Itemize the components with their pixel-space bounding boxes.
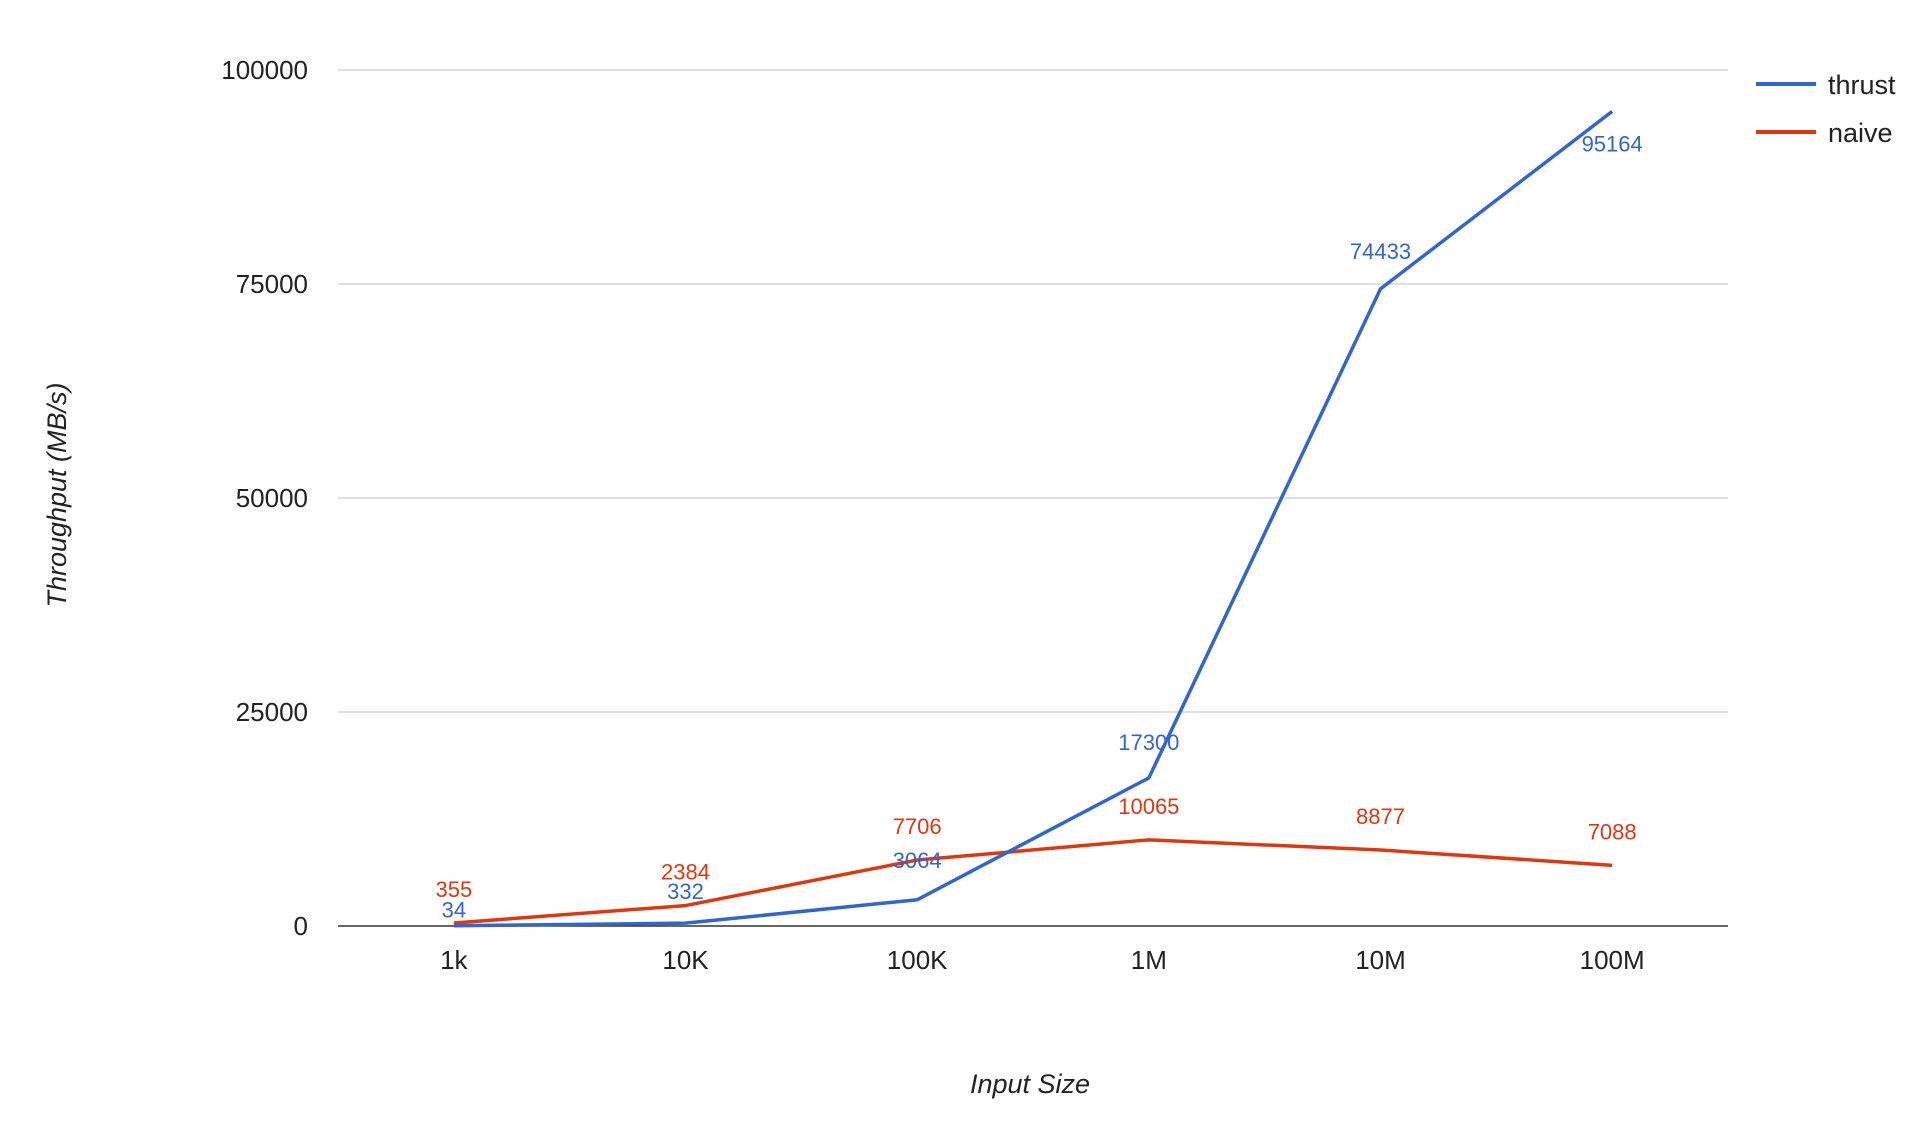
- x-tick-label: 10K: [662, 945, 709, 975]
- data-label-thrust: 17300: [1118, 730, 1179, 755]
- legend-item-thrust[interactable]: thrust: [1756, 70, 1896, 100]
- x-axis-ticks: 1k 10K 100K 1M 10M 100M: [440, 945, 1645, 975]
- legend: thrust naive: [1756, 70, 1896, 148]
- data-label-thrust: 95164: [1582, 131, 1643, 156]
- data-label-naive: 7088: [1588, 819, 1637, 844]
- data-label-thrust: 3064: [893, 848, 942, 873]
- x-tick-label: 10M: [1355, 945, 1406, 975]
- y-tick-label: 25000: [236, 697, 308, 727]
- legend-label-thrust: thrust: [1828, 70, 1896, 100]
- data-label-naive: 2384: [661, 860, 710, 885]
- data-label-naive: 10065: [1118, 794, 1179, 819]
- y-tick-label: 75000: [236, 269, 308, 299]
- y-axis-title: Throughput (MB/s): [42, 382, 72, 607]
- x-tick-label: 100K: [887, 945, 948, 975]
- y-axis-ticks: 0 25000 50000 75000 100000: [221, 55, 308, 941]
- x-axis-title: Input Size: [970, 1069, 1090, 1099]
- x-tick-label: 1k: [440, 945, 468, 975]
- data-label-naive: 355: [435, 877, 472, 902]
- series-layer: [453, 110, 1614, 928]
- data-label-thrust: 332: [667, 879, 704, 904]
- legend-label-naive: naive: [1828, 118, 1893, 148]
- legend-item-naive[interactable]: naive: [1756, 118, 1893, 148]
- series-line-naive[interactable]: [453, 838, 1613, 925]
- data-label-naive: 7706: [893, 814, 942, 839]
- y-tick-label: 100000: [221, 55, 308, 85]
- grid-layer: [338, 69, 1728, 927]
- y-tick-label: 0: [294, 911, 308, 941]
- data-label-thrust: 34: [442, 898, 466, 923]
- data-labels: 34 332 3064 17300 74433 95164 355 2384 7706 10065…: [435, 131, 1642, 922]
- x-tick-label: 100M: [1580, 945, 1645, 975]
- data-label-thrust: 74433: [1350, 239, 1411, 264]
- series-line-thrust[interactable]: [453, 110, 1614, 928]
- data-label-naive: 8877: [1356, 804, 1405, 829]
- y-tick-label: 50000: [236, 483, 308, 513]
- x-tick-label: 1M: [1131, 945, 1167, 975]
